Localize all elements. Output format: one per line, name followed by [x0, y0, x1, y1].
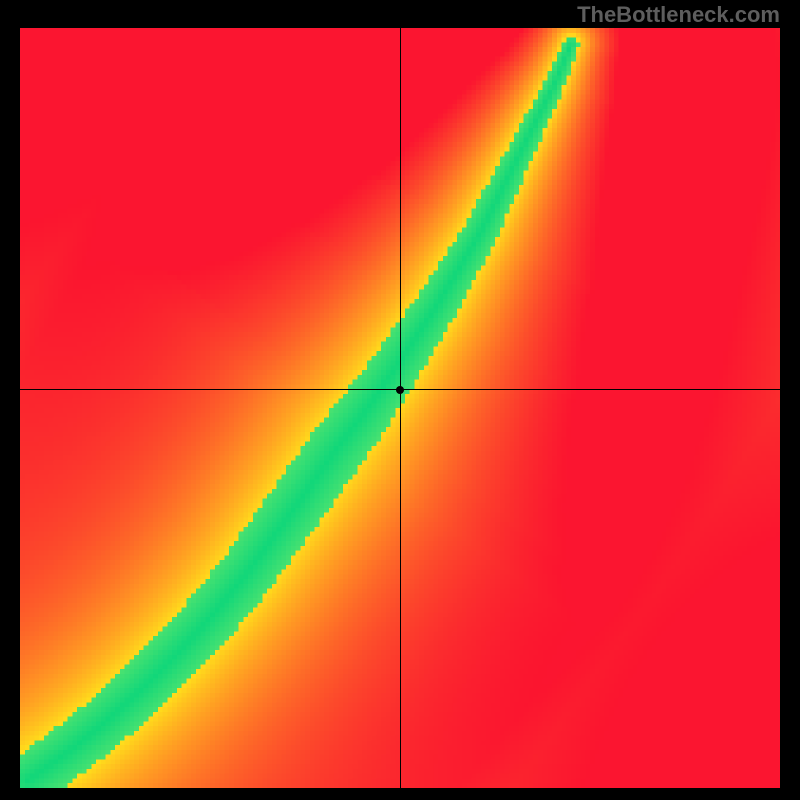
chart-container: TheBottleneck.com: [0, 0, 800, 800]
crosshair-vertical: [400, 28, 401, 788]
crosshair-marker: [396, 386, 404, 394]
watermark-text: TheBottleneck.com: [577, 2, 780, 28]
